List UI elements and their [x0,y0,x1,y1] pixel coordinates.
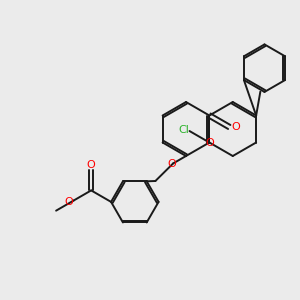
Text: O: O [205,137,214,148]
Text: O: O [65,197,74,207]
Text: O: O [232,122,240,132]
Text: O: O [87,160,96,170]
Text: O: O [167,159,176,169]
Text: Cl: Cl [179,125,190,135]
